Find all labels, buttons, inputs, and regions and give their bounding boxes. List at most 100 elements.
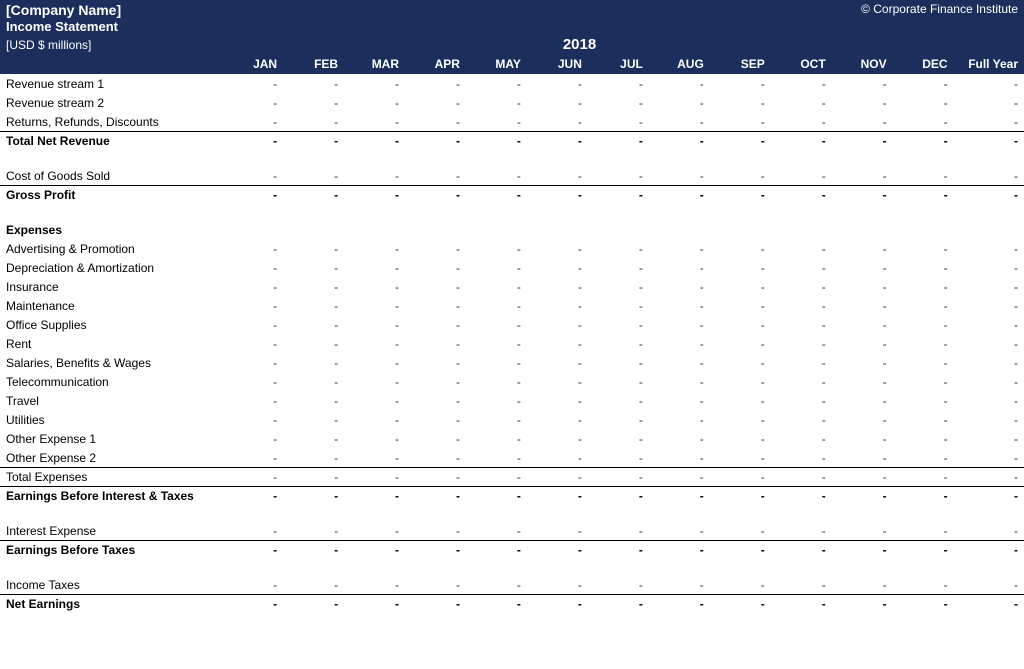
- cell-value: -: [893, 430, 954, 449]
- cell-value: -: [466, 259, 527, 278]
- table-body: Revenue stream 1-------------Revenue str…: [0, 75, 1024, 614]
- spacer-cell: [0, 506, 1024, 522]
- cell-value: -: [344, 186, 405, 205]
- cell-value: -: [832, 113, 893, 132]
- cell-value: -: [527, 411, 588, 430]
- cell-value: -: [222, 240, 283, 259]
- cell-value: -: [466, 113, 527, 132]
- cell-value: -: [222, 335, 283, 354]
- cell-value: -: [344, 576, 405, 595]
- cell-value: -: [283, 167, 344, 186]
- cell-value: -: [527, 259, 588, 278]
- cell-value: [405, 221, 466, 240]
- cell-value: -: [405, 449, 466, 468]
- cell-value: -: [344, 335, 405, 354]
- cell-value: -: [832, 297, 893, 316]
- cell-value: -: [649, 167, 710, 186]
- cell-value: -: [771, 75, 832, 94]
- cell-value: -: [649, 373, 710, 392]
- table-row: Travel-------------: [0, 392, 1024, 411]
- row-label: Rent: [0, 335, 222, 354]
- cell-value: -: [832, 240, 893, 259]
- cell-value: -: [954, 373, 1024, 392]
- cell-value: -: [283, 392, 344, 411]
- table-row: Advertising & Promotion-------------: [0, 240, 1024, 259]
- cell-value: -: [588, 411, 649, 430]
- cell-value: -: [588, 335, 649, 354]
- cell-value: -: [649, 113, 710, 132]
- column-header-dec: DEC: [893, 55, 954, 75]
- column-header-mar: MAR: [344, 55, 405, 75]
- cell-value: -: [283, 316, 344, 335]
- cell-value: -: [283, 354, 344, 373]
- cell-value: -: [954, 487, 1024, 506]
- cell-value: -: [954, 94, 1024, 113]
- cell-value: -: [283, 297, 344, 316]
- table-row: Telecommunication-------------: [0, 373, 1024, 392]
- cell-value: -: [954, 522, 1024, 541]
- table-row: Net Earnings-------------: [0, 595, 1024, 614]
- cell-value: -: [222, 316, 283, 335]
- cell-value: -: [954, 113, 1024, 132]
- cell-value: -: [710, 487, 771, 506]
- cell-value: -: [344, 113, 405, 132]
- cell-value: -: [222, 541, 283, 560]
- cell-value: -: [710, 75, 771, 94]
- row-label: Total Net Revenue: [0, 132, 222, 151]
- cell-value: -: [405, 392, 466, 411]
- cell-value: -: [283, 94, 344, 113]
- cell-value: -: [893, 94, 954, 113]
- cell-value: -: [222, 411, 283, 430]
- cell-value: -: [344, 487, 405, 506]
- cell-value: -: [405, 373, 466, 392]
- cell-value: -: [222, 392, 283, 411]
- cell-value: -: [954, 297, 1024, 316]
- cell-value: -: [344, 167, 405, 186]
- cell-value: -: [466, 576, 527, 595]
- cell-value: -: [466, 595, 527, 614]
- cell-value: -: [710, 113, 771, 132]
- table-row: Rent-------------: [0, 335, 1024, 354]
- cell-value: -: [527, 335, 588, 354]
- cell-value: -: [466, 186, 527, 205]
- cell-value: -: [588, 487, 649, 506]
- cell-value: [527, 221, 588, 240]
- cell-value: -: [527, 75, 588, 94]
- cell-value: -: [588, 259, 649, 278]
- row-label: Travel: [0, 392, 222, 411]
- table-row: Other Expense 2-------------: [0, 449, 1024, 468]
- cell-value: -: [527, 240, 588, 259]
- cell-value: -: [710, 392, 771, 411]
- cell-value: -: [527, 487, 588, 506]
- column-header-sep: SEP: [710, 55, 771, 75]
- cell-value: -: [954, 132, 1024, 151]
- row-label: Net Earnings: [0, 595, 222, 614]
- cell-value: -: [771, 132, 832, 151]
- cell-value: -: [344, 541, 405, 560]
- cell-value: -: [649, 487, 710, 506]
- row-label: Earnings Before Interest & Taxes: [0, 487, 222, 506]
- cell-value: -: [893, 392, 954, 411]
- cell-value: -: [527, 186, 588, 205]
- cell-value: -: [283, 132, 344, 151]
- row-label: Revenue stream 2: [0, 94, 222, 113]
- cell-value: -: [222, 430, 283, 449]
- cell-value: -: [466, 316, 527, 335]
- cell-value: -: [954, 595, 1024, 614]
- spacer-cell: [0, 205, 1024, 221]
- table-row: Maintenance-------------: [0, 297, 1024, 316]
- cell-value: -: [954, 75, 1024, 94]
- cell-value: -: [466, 278, 527, 297]
- cell-value: -: [283, 522, 344, 541]
- table-row: Returns, Refunds, Discounts-------------: [0, 113, 1024, 132]
- cell-value: -: [710, 259, 771, 278]
- cell-value: -: [832, 392, 893, 411]
- cell-value: -: [588, 316, 649, 335]
- cell-value: -: [832, 335, 893, 354]
- table-row: Salaries, Benefits & Wages-------------: [0, 354, 1024, 373]
- cell-value: -: [222, 94, 283, 113]
- cell-value: -: [344, 240, 405, 259]
- cell-value: -: [893, 278, 954, 297]
- cell-value: -: [222, 449, 283, 468]
- cell-value: -: [832, 316, 893, 335]
